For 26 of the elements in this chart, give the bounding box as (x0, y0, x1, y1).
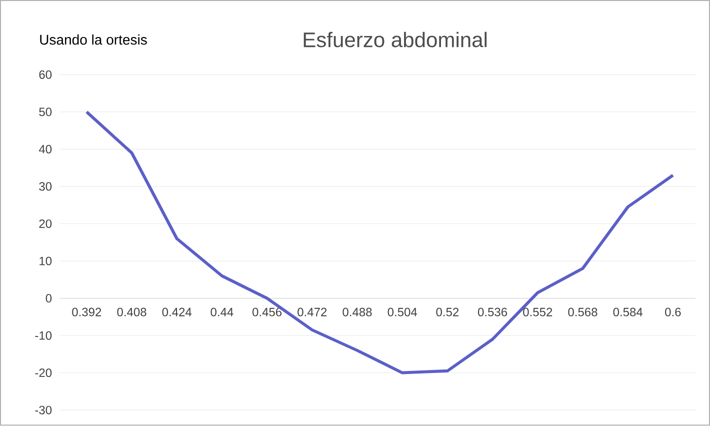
x-tick-label: 0.392 (72, 308, 102, 316)
x-tick-label: 0.424 (162, 308, 192, 316)
y-tick-label: 40 (38, 145, 52, 154)
y-tick-label: 60 (39, 70, 52, 80)
x-tick-label: 0.408 (117, 308, 146, 316)
x-tick-label: 0.536 (478, 308, 508, 316)
y-tick-label: 20 (39, 220, 52, 228)
text: Usando la ortesis (40, 34, 147, 45)
x-tick-label: 0.472 (298, 308, 327, 316)
y-tick-label: -30 (35, 406, 52, 415)
x-tick-label: 0.488 (342, 308, 372, 316)
x-tick-label: 0.6 (665, 308, 681, 316)
x-tick-label: 0.504 (388, 308, 418, 316)
x-tick-label: 0.552 (523, 308, 552, 316)
x-tick-label: 0.456 (252, 308, 282, 316)
y-tick-label: -10 (35, 331, 52, 340)
y-tick-label: 0 (46, 294, 52, 303)
x-tick-label: 0.52 (436, 308, 459, 316)
chart-title: Esfuerzo abdominal (304, 32, 487, 48)
y-tick-label: 10 (40, 256, 52, 266)
y-tick-label: 50 (39, 108, 52, 116)
x-tick-label: 0.44 (210, 308, 234, 316)
y-tick-label: -20 (35, 368, 52, 378)
y-tick-label: 30 (39, 182, 52, 191)
x-tick-label: 0.584 (613, 308, 643, 316)
x-tick-label: 0.568 (568, 308, 598, 316)
